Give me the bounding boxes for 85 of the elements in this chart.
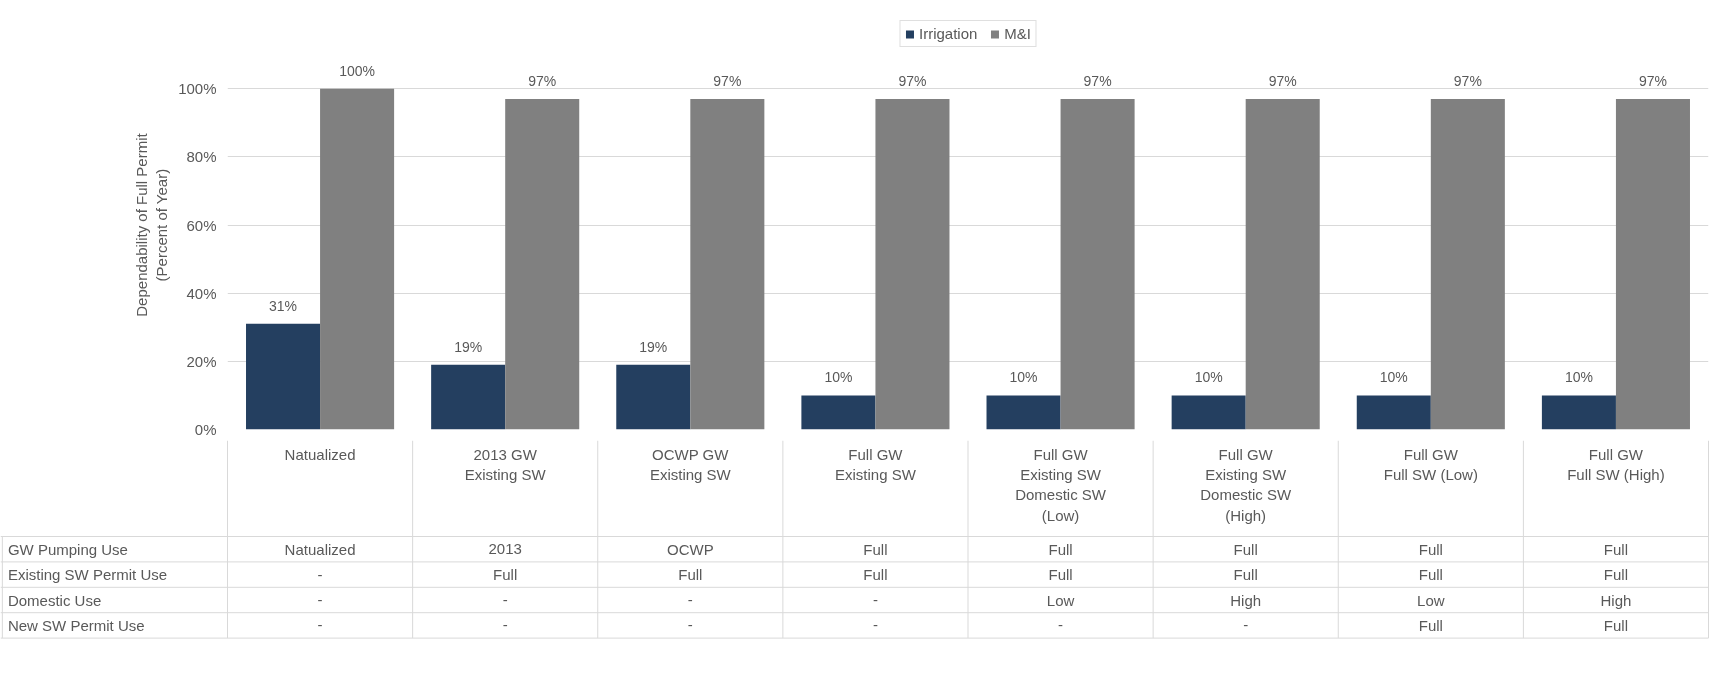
bar: [1541, 395, 1616, 430]
text: -: [872, 616, 878, 634]
data-label: 97%: [1453, 72, 1482, 89]
text: Full: [863, 566, 888, 584]
bar: [616, 364, 691, 430]
text: Full: [1603, 616, 1629, 634]
text: 2013: [488, 540, 522, 558]
x-tick-label: Natualized: [284, 445, 356, 463]
bar: [1356, 395, 1431, 430]
text: -: [1243, 616, 1249, 634]
data-label: 10%: [1379, 369, 1408, 386]
y-axis-title: Dependability of Full Permit (Percent of Year): [132, 132, 171, 317]
text: Full: [1233, 540, 1258, 558]
bar: [1171, 395, 1246, 430]
y-tick-label: 80%: [186, 148, 217, 166]
text: -: [502, 616, 508, 634]
data-label: 10%: [1564, 369, 1593, 386]
text: Domestic Use: [7, 591, 102, 609]
text: -: [687, 616, 693, 634]
legend-label: M&I: [1004, 25, 1032, 42]
data-label: 10%: [824, 369, 853, 386]
x-tick-label: Full GW Existing SW Domestic SW (High): [1200, 445, 1292, 524]
bar: [320, 88, 395, 430]
x-tick-label: Full GW Full SW (Low): [1383, 445, 1478, 483]
text: Full: [1233, 566, 1258, 584]
y-tick-label: 60%: [186, 216, 217, 234]
text: -: [872, 591, 878, 608]
text: Full: [678, 566, 703, 584]
text: Full: [1418, 616, 1443, 634]
y-tick-label: 0%: [194, 421, 217, 438]
data-label: 100%: [339, 62, 375, 79]
data-label: 19%: [639, 338, 668, 355]
bar: [690, 98, 765, 430]
text: -: [317, 616, 323, 634]
text: Full: [1048, 540, 1073, 558]
text: OCWP: [666, 540, 714, 558]
x-tick-label: Full GW Existing SW: [835, 445, 917, 483]
text: -: [317, 591, 323, 608]
data-label: 31%: [269, 297, 298, 314]
text: -: [687, 591, 693, 608]
legend-label: Irrigation: [918, 25, 978, 42]
y-tick-label: 20%: [186, 352, 217, 370]
text: Full: [1418, 566, 1443, 584]
text: -: [502, 591, 508, 608]
bar: [986, 395, 1061, 430]
data-label: 10%: [1194, 369, 1223, 386]
text: Natualized: [284, 540, 356, 558]
x-tick-label: Full GW Full SW (High): [1567, 445, 1665, 483]
text: -: [317, 565, 323, 583]
x-tick-label: Full GW Existing SW Domestic SW (Low): [1015, 445, 1107, 524]
bar: [246, 323, 321, 430]
text: Existing SW Permit Use: [7, 566, 168, 584]
x-tick-label: 2013 GW Existing SW: [464, 445, 547, 483]
text: Full: [493, 566, 518, 584]
data-label: 97%: [528, 72, 557, 89]
text: Full: [1603, 566, 1629, 584]
text: Full: [1603, 540, 1629, 558]
bar: [431, 364, 506, 430]
bar: [801, 395, 876, 430]
data-label: 97%: [1083, 72, 1112, 89]
text: New SW Permit Use: [7, 616, 145, 634]
bar: [1060, 98, 1135, 430]
text: Full: [1048, 566, 1073, 584]
text: Full: [863, 540, 888, 558]
x-tick-label: OCWP GW Existing SW: [649, 445, 732, 483]
y-tick-label: 100%: [178, 80, 217, 98]
text: Low: [1046, 591, 1075, 609]
text: High: [1230, 591, 1262, 609]
bar: [875, 98, 950, 430]
text: High: [1600, 591, 1632, 609]
bar: [505, 98, 580, 430]
data-label: 97%: [1268, 72, 1297, 89]
data-label: 19%: [454, 338, 483, 355]
data-label: 97%: [898, 72, 927, 89]
data-label: 97%: [1638, 72, 1667, 89]
text: Full: [1418, 540, 1443, 558]
y-tick-label: 40%: [186, 284, 217, 302]
bar: [1615, 98, 1690, 430]
bar: [1245, 98, 1320, 430]
text: GW Pumping Use: [7, 540, 128, 558]
data-label: 97%: [713, 72, 742, 89]
text: Low: [1417, 591, 1445, 609]
data-label: 10%: [1009, 369, 1038, 386]
text: -: [1058, 616, 1064, 634]
bar: [1430, 98, 1505, 430]
